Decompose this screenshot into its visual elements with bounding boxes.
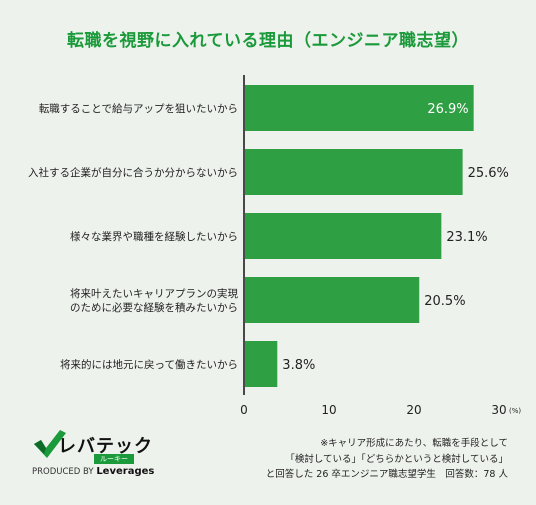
category-label: 入社する企業が自分に合うか分からないから	[28, 166, 238, 179]
bar	[245, 149, 463, 195]
x-tick-label: 20	[406, 403, 421, 417]
x-unit-label: (%)	[509, 407, 521, 415]
bar	[245, 277, 420, 323]
category-label: 将来的には地元に戻って働きたいから	[60, 358, 238, 371]
footnote-line: と回答した 26 卒エンジニア職志望学生 回答数：78 人	[265, 469, 508, 480]
chart-title: 転職を視野に入れている理由（エンジニア職志望）	[67, 31, 469, 51]
bar	[245, 85, 474, 131]
logo-name: レバテック	[58, 436, 153, 457]
bar-value-label: 25.6%	[468, 166, 509, 181]
footnote: ※キャリア形成にあたり、転職を手段として 「検討している」「どちらかというと検討…	[208, 436, 508, 483]
x-tick-label: 0	[240, 403, 248, 417]
category-label: 転職することで給与アップを狙いたいから	[39, 102, 238, 115]
bar-chart: 26.9% 転職することで給与アップを狙いたいから 25.6% 入社する企業が自分に合…	[28, 75, 521, 417]
levtech-rookie-logo: レバテック ルーキー PRODUCED BY Leverages	[32, 430, 182, 484]
checkmark-logo-icon	[34, 430, 66, 458]
produced-by-text: PRODUCED BY	[32, 467, 94, 477]
logo-produced-by: PRODUCED BY Leverages	[32, 466, 154, 477]
bar	[245, 341, 278, 387]
bar-value-label: 23.1%	[446, 230, 487, 245]
company-name: Leverages	[96, 466, 155, 477]
bar-value-label: 3.8%	[282, 358, 315, 373]
x-tick-label: 10	[321, 403, 336, 417]
logo-sub: ルーキー	[94, 454, 134, 464]
x-tick-label: 30	[491, 403, 506, 417]
category-label: のために必要な経験を積みたいから	[70, 301, 238, 314]
bar-value-label: 26.9%	[427, 102, 468, 117]
bar	[245, 213, 442, 259]
bar-value-label: 20.5%	[424, 294, 465, 309]
footnote-line: ※キャリア形成にあたり、転職を手段として	[320, 438, 508, 449]
footnote-line: 「検討している」「どちらかというと検討している」	[285, 453, 508, 465]
category-label: 様々な業界や職種を経験したいから	[70, 230, 238, 243]
category-label: 将来叶えたいキャリアプランの実現	[70, 287, 238, 300]
